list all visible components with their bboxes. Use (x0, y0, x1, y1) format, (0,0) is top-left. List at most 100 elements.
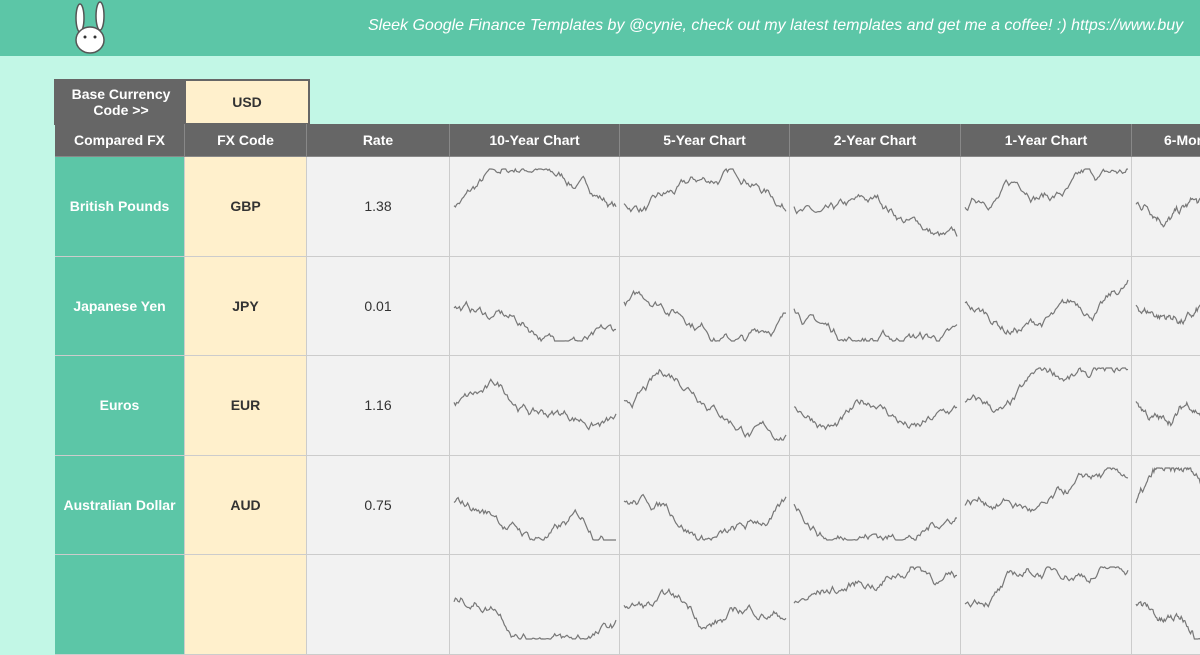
sparkline-path (454, 598, 616, 639)
base-label: Base Currency Code >> (56, 81, 186, 123)
column-header: 6-Month Chart (1132, 124, 1200, 157)
table-cell: 1.16 (307, 356, 450, 456)
chart-cell (790, 555, 961, 655)
sparkline-path (1136, 602, 1200, 639)
table-cell: JPY (185, 257, 307, 357)
sparkline (792, 257, 959, 353)
base-value[interactable]: USD (186, 81, 308, 123)
sparkline-path (624, 589, 786, 629)
sparkline-path (965, 468, 1128, 512)
sparkline (1134, 157, 1200, 253)
sparkline-path (454, 379, 616, 429)
chart-cell (961, 157, 1132, 257)
chart-cell (961, 555, 1132, 655)
chart-cell (1132, 456, 1200, 556)
sparkline (622, 356, 788, 452)
sparkline-path (794, 400, 957, 429)
chart-cell (790, 157, 961, 257)
sparkline (1134, 555, 1200, 651)
table-cell (55, 555, 185, 655)
chart-cell (961, 257, 1132, 357)
chart-cell (620, 555, 790, 655)
table-cell: Euros (55, 356, 185, 456)
sparkline (622, 257, 788, 353)
table-cell (307, 555, 450, 655)
sparkline-path (794, 308, 957, 340)
sparkline (1134, 356, 1200, 452)
sparkline (963, 356, 1130, 452)
column-header: 1-Year Chart (961, 124, 1132, 157)
table-cell: GBP (185, 157, 307, 257)
sparkline (792, 157, 959, 253)
sparkline-path (794, 195, 957, 237)
chart-cell (1132, 157, 1200, 257)
sparkline-path (965, 279, 1128, 333)
sparkline (452, 257, 618, 353)
sparkline (452, 456, 618, 552)
sparkline (792, 456, 959, 552)
chart-cell (450, 356, 620, 456)
sparkline-path (454, 301, 616, 340)
column-header: 2-Year Chart (790, 124, 961, 157)
chart-cell (620, 356, 790, 456)
sparkline (963, 157, 1130, 253)
sparkline-path (454, 169, 616, 207)
chart-cell (620, 456, 790, 556)
sparkline-path (1136, 198, 1200, 227)
chart-cell (450, 456, 620, 556)
column-header: 5-Year Chart (620, 124, 790, 157)
chart-cell (790, 456, 961, 556)
data-row (55, 555, 1200, 655)
column-header: Rate (307, 124, 450, 157)
chart-cell (450, 555, 620, 655)
sparkline-path (965, 567, 1128, 607)
sparkline (452, 555, 618, 651)
sparkline-path (965, 368, 1128, 412)
table-cell: Australian Dollar (55, 456, 185, 556)
table-cell (185, 555, 307, 655)
chart-cell (961, 456, 1132, 556)
sparkline-path (794, 567, 957, 603)
table-cell: 0.01 (307, 257, 450, 357)
sparkline (622, 555, 788, 651)
chart-cell (450, 257, 620, 357)
column-header: Compared FX (55, 124, 185, 157)
sparkline-path (965, 169, 1128, 210)
sparkline (792, 555, 959, 651)
chart-cell (620, 157, 790, 257)
sparkline (963, 257, 1130, 353)
table-cell: British Pounds (55, 157, 185, 257)
sparkline (622, 456, 788, 552)
column-header: FX Code (185, 124, 307, 157)
sparkline-path (1136, 368, 1200, 426)
sparkline-path (624, 169, 786, 212)
sparkline-path (1136, 279, 1200, 324)
sparkline (622, 157, 788, 253)
header-bar: Sleek Google Finance Templates by @cynie… (0, 0, 1200, 56)
chart-cell (790, 257, 961, 357)
base-currency: Base Currency Code >> USD (54, 79, 310, 125)
chart-cell (450, 157, 620, 257)
chart-cell (1132, 555, 1200, 655)
sparkline-path (1136, 468, 1200, 525)
sparkline-path (624, 370, 786, 440)
chart-cell (1132, 257, 1200, 357)
banner-text[interactable]: Sleek Google Finance Templates by @cynie… (368, 17, 1183, 35)
sparkline-path (794, 504, 957, 540)
sparkline-path (624, 291, 786, 341)
chart-cell (961, 356, 1132, 456)
table-cell: EUR (185, 356, 307, 456)
page: Sleek Google Finance Templates by @cynie… (0, 0, 1200, 579)
sparkline (1134, 257, 1200, 353)
bunny-logo (66, 0, 126, 56)
chart-cell (620, 257, 790, 357)
table-cell: AUD (185, 456, 307, 556)
chart-cell (1132, 356, 1200, 456)
sparkline (452, 157, 618, 253)
sparkline (963, 555, 1130, 651)
